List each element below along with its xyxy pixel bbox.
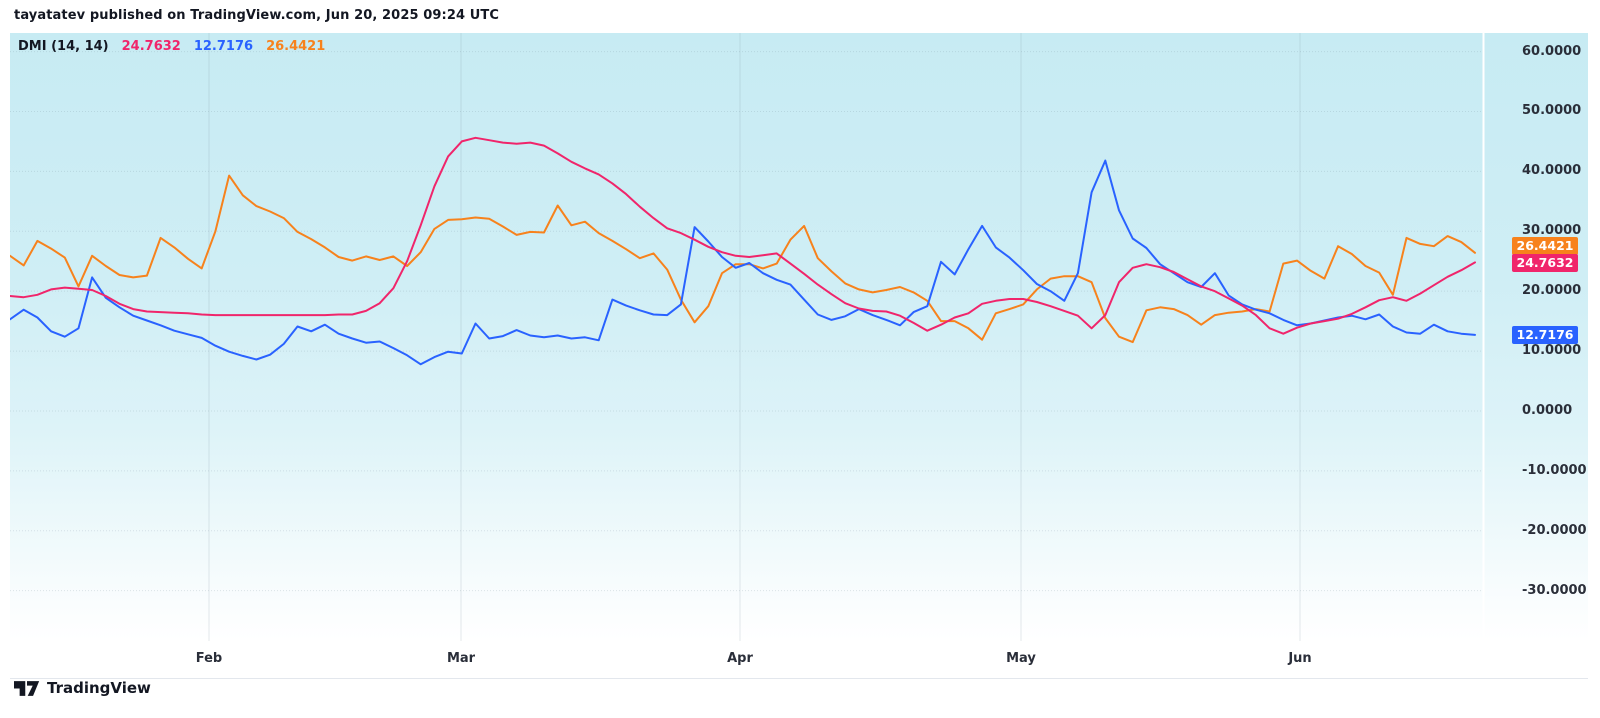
y-axis-label: 40.0000 (1522, 163, 1582, 179)
series-line-di (10, 159, 1476, 366)
y-axis-label: -30.0000 (1522, 582, 1587, 598)
last-value-label-di: 26.4421 (1512, 236, 1578, 255)
series-line-di (10, 174, 1476, 344)
y-axis-label: 30.0000 (1522, 223, 1582, 239)
legend-value-di-minus: 12.7176 (193, 39, 254, 54)
legend-value-di-plus: 26.4421 (266, 39, 326, 54)
indicator-legend[interactable]: DMI (14, 14) 24.7632 12.7176 26.4421 (18, 39, 325, 54)
x-axis-label-jun: Jun (1288, 651, 1312, 666)
tradingview-brand-text: TradingView (47, 679, 151, 697)
series-line-adx (10, 136, 1476, 335)
y-axis-label: 60.0000 (1522, 43, 1582, 59)
dmi-chart-canvas[interactable] (10, 33, 1588, 641)
tradingview-logo-icon (14, 680, 40, 696)
last-value-label-di: 12.7176 (1512, 325, 1578, 344)
y-axis-label: 0.0000 (1522, 402, 1573, 418)
y-axis-label: 10.0000 (1522, 343, 1582, 359)
indicator-title: DMI (14, 14) (18, 39, 109, 54)
y-axis-label: -10.0000 (1522, 462, 1587, 478)
time-scale[interactable]: Feb Mar Apr May Jun (10, 641, 1588, 677)
tradingview-attribution[interactable]: TradingView (14, 679, 151, 697)
x-axis-label-mar: Mar (446, 651, 476, 666)
publish-header: tayatatev published on TradingView.com, … (14, 8, 500, 23)
y-axis-label: 20.0000 (1522, 283, 1582, 299)
legend-value-adx: 24.7632 (121, 39, 181, 54)
x-axis-label-apr: Apr (727, 651, 753, 666)
y-axis-label: 50.0000 (1522, 103, 1582, 119)
x-axis-label-may: May (1006, 651, 1036, 666)
last-value-label-adx: 24.7632 (1512, 253, 1578, 272)
y-axis-label: -20.0000 (1522, 522, 1587, 538)
chart-bottom-border (10, 678, 1588, 679)
x-axis-label-feb: Feb (195, 651, 223, 666)
indicator-pane[interactable]: DMI (14, 14) 24.7632 12.7176 26.4421 60.… (10, 33, 1588, 641)
